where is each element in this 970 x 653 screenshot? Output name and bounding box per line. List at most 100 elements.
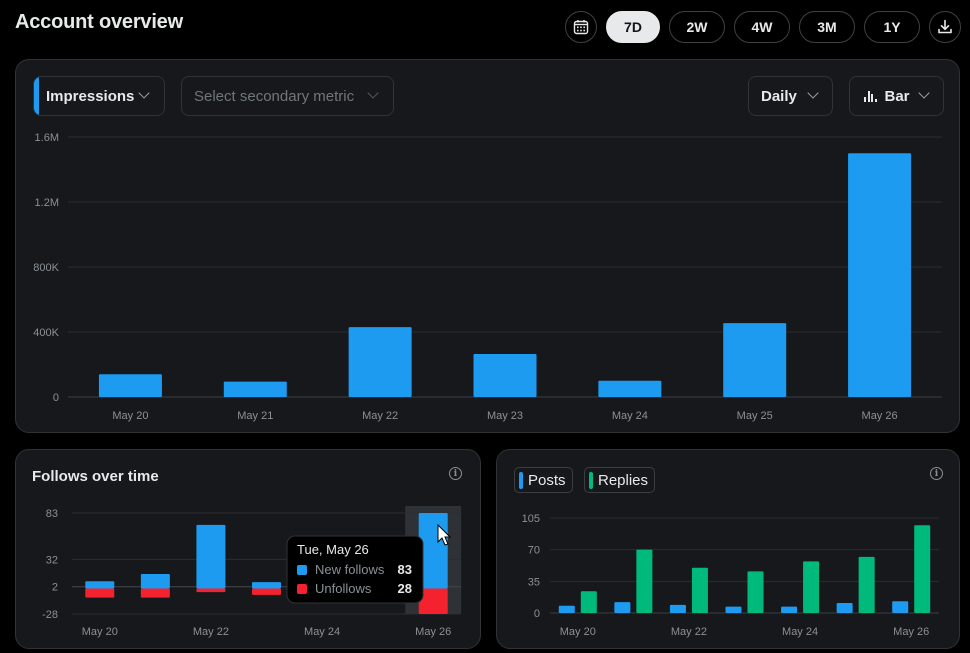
new-follows-bar — [196, 524, 226, 589]
secondary-metric-dropdown[interactable]: Select secondary metric — [181, 76, 394, 116]
date-range-selector: 7D 2W 4W 3M 1Y — [565, 11, 961, 43]
range-2w-button[interactable]: 2W — [669, 11, 725, 43]
x-tick-label: May 24 — [304, 626, 340, 638]
primary-metric-label: Impressions — [46, 87, 135, 105]
x-tick-label: May 20 — [112, 410, 148, 422]
tooltip-date: Tue, May 26 — [297, 542, 369, 557]
chart-type-dropdown[interactable]: Bar — [849, 76, 944, 116]
x-tick-label: May 26 — [415, 626, 451, 638]
info-icon[interactable]: i — [930, 467, 943, 480]
posts-replies-card: Posts Replies i 0 35 70 105 May 20 May 22 May … — [496, 449, 960, 649]
x-tick-label: May 20 — [82, 626, 118, 638]
calendar-button[interactable] — [565, 11, 597, 43]
y-tick-label: 800K — [33, 262, 59, 274]
x-tick-label: May 20 — [560, 626, 596, 638]
impressions-bar — [98, 374, 162, 397]
posts-bar — [781, 606, 798, 613]
replies-bar — [803, 561, 820, 613]
legend-replies[interactable]: Replies — [584, 467, 656, 493]
x-tick-label: May 26 — [893, 626, 929, 638]
impressions-bar — [473, 353, 537, 397]
primary-metric-dropdown[interactable]: Impressions — [33, 76, 165, 116]
y-tick-label: 32 — [46, 554, 58, 566]
x-tick-label: May 22 — [362, 410, 398, 422]
follows-bar-chart: -28 2 32 83 May 20 May 22 May 24 May 26 Tue, May… — [42, 506, 462, 638]
unfollows-bar — [418, 588, 448, 614]
impressions-bar — [348, 327, 412, 397]
new-follows-bar — [140, 573, 170, 589]
replies-bar — [636, 549, 653, 613]
tooltip-label: Unfollows — [315, 581, 372, 596]
y-tick-label: 400K — [33, 327, 59, 339]
y-tick-label: 0 — [534, 608, 540, 620]
impressions-bar — [848, 153, 912, 397]
y-tick-label: 83 — [46, 508, 58, 520]
impressions-bar — [598, 380, 662, 397]
unfollows-bar — [85, 588, 115, 598]
download-button[interactable] — [929, 11, 961, 43]
posts-bar — [892, 601, 909, 613]
tooltip-label: New follows — [315, 562, 385, 577]
unfollows-bar — [196, 588, 226, 593]
impressions-card: Impressions Select secondary metric Dail… — [15, 59, 960, 433]
calendar-icon — [573, 20, 589, 35]
interval-dropdown[interactable]: Daily — [748, 76, 833, 116]
x-tick-label: May 26 — [862, 410, 898, 422]
legend-replies-label: Replies — [598, 471, 649, 489]
impressions-bar — [223, 381, 287, 397]
chart-type-label: Bar — [884, 87, 910, 105]
posts-bar — [558, 605, 575, 613]
legend-posts-label: Posts — [528, 471, 566, 489]
posts-bar — [614, 602, 631, 613]
replies-bar — [691, 567, 708, 613]
new-follows-bar — [85, 581, 115, 589]
range-4w-button[interactable]: 4W — [734, 11, 790, 43]
x-tick-label: May 22 — [193, 626, 229, 638]
posts-bar — [725, 606, 742, 613]
bar-chart-icon — [864, 90, 877, 102]
range-3m-button[interactable]: 3M — [799, 11, 855, 43]
tooltip-unfollows-swatch — [297, 584, 307, 594]
y-tick-label: -28 — [42, 609, 58, 621]
x-tick-label: May 25 — [737, 410, 773, 422]
y-tick-label: 0 — [53, 392, 59, 404]
y-tick-label: 1.6M — [35, 132, 59, 144]
y-tick-label: 2 — [52, 582, 58, 594]
posts-swatch — [519, 471, 523, 489]
replies-bar — [858, 556, 875, 613]
y-tick-label: 35 — [528, 576, 540, 588]
range-7d-button[interactable]: 7D — [606, 11, 660, 43]
follows-card: Follows over time i -28 2 32 83 May 20 May 22… — [15, 449, 481, 649]
x-tick-label: May 24 — [612, 410, 648, 422]
impressions-bar — [723, 323, 787, 397]
y-tick-label: 105 — [522, 513, 540, 525]
legend-posts[interactable]: Posts — [514, 467, 573, 493]
range-1y-button[interactable]: 1Y — [864, 11, 920, 43]
x-tick-label: May 24 — [782, 626, 818, 638]
posts-replies-bar-chart: 0 35 70 105 May 20 May 22 May 24 May 26 — [522, 513, 939, 638]
y-tick-label: 70 — [528, 545, 540, 557]
mouse-pointer-icon — [437, 523, 452, 546]
replies-bar — [747, 571, 764, 613]
posts-bar — [669, 604, 686, 613]
tooltip-box — [286, 535, 424, 604]
unfollows-bar — [140, 588, 170, 598]
y-tick-label: 1.2M — [35, 197, 59, 209]
posts-bar — [836, 603, 853, 613]
replies-bar — [580, 591, 597, 613]
replies-swatch — [589, 471, 593, 489]
info-icon[interactable]: i — [449, 467, 462, 480]
interval-label: Daily — [761, 87, 797, 105]
impressions-bar-chart: 0 400K 800K 1.2M 1.6M May 20 May 21 May 22 May 2… — [33, 132, 942, 422]
replies-bar — [914, 525, 931, 613]
unfollows-bar — [252, 588, 281, 595]
page-title: Account overview — [15, 11, 183, 33]
x-tick-label: May 22 — [671, 626, 707, 638]
tooltip-new-follows-swatch — [297, 565, 307, 575]
new-follows-bar — [252, 582, 281, 589]
follows-card-title: Follows over time — [32, 468, 159, 485]
download-icon — [938, 19, 952, 34]
secondary-metric-placeholder: Select secondary metric — [194, 87, 355, 105]
x-tick-label: May 23 — [487, 410, 523, 422]
x-tick-label: May 21 — [237, 410, 273, 422]
